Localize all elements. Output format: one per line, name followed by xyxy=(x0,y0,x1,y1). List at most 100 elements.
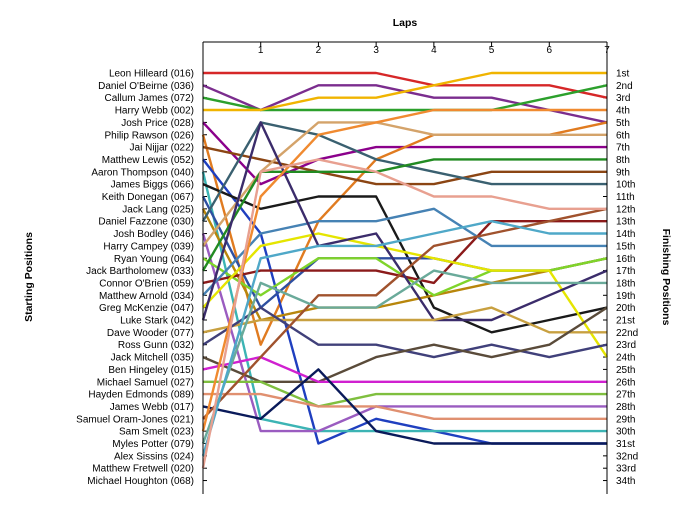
series-line xyxy=(201,171,607,433)
series-line xyxy=(202,306,607,334)
series-line xyxy=(202,207,608,420)
finishing-position-label: 9th xyxy=(616,167,630,178)
series-line xyxy=(202,368,607,445)
starting-position-label: Michael Houghton (068) xyxy=(87,476,194,487)
series-line xyxy=(202,121,607,186)
starting-position-label: Myles Potter (079) xyxy=(112,439,194,450)
finishing-position-label: 8th xyxy=(616,155,630,166)
finishing-position-label: 32nd xyxy=(616,451,638,462)
starting-position-label: James Biggs (066) xyxy=(111,180,194,191)
finishing-position-label: 21st xyxy=(616,316,635,327)
finishing-position-label: 6th xyxy=(616,130,630,141)
starting-position-label: Samuel Oram-Jones (021) xyxy=(76,414,194,425)
starting-position-label: Leon Hilleard (016) xyxy=(109,69,194,80)
starting-position-label: Jack Bartholomew (033) xyxy=(86,266,194,277)
finishing-position-label: 13th xyxy=(616,217,635,228)
starting-position-label: Matthew Arnold (034) xyxy=(99,291,194,302)
series-line xyxy=(201,108,607,432)
finishing-position-label: 19th xyxy=(616,291,635,302)
starting-position-label: Daniel O'Beirne (036) xyxy=(98,81,194,92)
lap-ticks: 1234567 xyxy=(258,42,610,56)
starting-position-label: Jack Mitchell (035) xyxy=(111,353,194,364)
series-line xyxy=(202,207,607,297)
finishing-position-label: 14th xyxy=(616,229,635,240)
starting-position-label: Greg McKenzie (047) xyxy=(99,303,194,314)
starting-position-label: Ryan Young (064) xyxy=(114,254,194,265)
finishing-position-label: 12th xyxy=(616,204,635,215)
finishing-position-label: 20th xyxy=(616,303,635,314)
starting-position-label: Matthew Fretwell (020) xyxy=(92,464,194,475)
finishing-position-label: 17th xyxy=(616,266,635,277)
finishing-position-label: 25th xyxy=(616,365,635,376)
starting-position-label: Ross Gunn (032) xyxy=(118,340,194,351)
finishing-position-label: 33rd xyxy=(616,464,636,475)
series-line xyxy=(201,208,608,322)
series-line xyxy=(202,121,607,247)
series-line xyxy=(201,158,607,272)
starting-position-label: Josh Price (028) xyxy=(121,118,194,129)
starting-position-labels: Leon Hilleard (016)Daniel O'Beirne (036)… xyxy=(76,69,207,487)
y2-axis-title: Finishing Positions xyxy=(660,229,672,326)
series-line xyxy=(202,84,608,112)
finishing-position-label: 24th xyxy=(616,353,635,364)
y-axis-title: Starting Positions xyxy=(23,232,35,322)
finishing-position-label: 29th xyxy=(616,414,635,425)
series-line xyxy=(202,306,608,383)
series-line xyxy=(202,355,607,383)
finishing-position-label: 4th xyxy=(616,106,630,117)
finishing-position-label: 5th xyxy=(616,118,630,129)
starting-position-label: Josh Bodley (046) xyxy=(113,229,194,240)
finishing-position-label: 7th xyxy=(616,143,630,154)
finishing-position-label: 2nd xyxy=(616,81,633,92)
finishing-position-label: 26th xyxy=(616,377,635,388)
x-axis-title: Laps xyxy=(393,17,418,29)
finishing-position-label: 30th xyxy=(616,427,635,438)
finishing-position-label: 11th xyxy=(616,192,635,203)
finishing-position-label: 23rd xyxy=(616,340,636,351)
series-line xyxy=(201,219,607,457)
finishing-position-label: 27th xyxy=(616,390,635,401)
starting-position-label: Michael Samuel (027) xyxy=(97,377,194,388)
finishing-position-label: 1st xyxy=(616,69,630,80)
x-tick-label: 6 xyxy=(547,45,553,56)
starting-position-label: Dave Wooder (077) xyxy=(107,328,194,339)
series-line xyxy=(201,158,607,469)
series-line xyxy=(201,121,608,322)
starting-position-label: Philip Rawson (026) xyxy=(105,130,195,141)
series-line xyxy=(201,269,607,444)
x-tick-label: 5 xyxy=(489,45,495,56)
finishing-position-label: 31st xyxy=(616,439,635,450)
finishing-position-label: 28th xyxy=(616,402,635,413)
x-tick-label: 1 xyxy=(258,45,264,56)
starting-position-label: Harry Campey (039) xyxy=(103,241,194,252)
finishing-position-label: 10th xyxy=(616,180,635,191)
series-line xyxy=(202,232,608,358)
starting-position-label: James Webb (017) xyxy=(110,402,194,413)
series-line xyxy=(203,380,607,408)
series-line xyxy=(203,392,607,420)
starting-position-label: Aaron Thompson (040) xyxy=(91,167,194,178)
finishing-position-label: 18th xyxy=(616,278,635,289)
finishing-position-label: 34th xyxy=(616,476,635,487)
series-lines xyxy=(201,71,608,469)
starting-position-label: Callum James (072) xyxy=(105,93,194,104)
finishing-position-label: 22nd xyxy=(616,328,638,339)
starting-position-label: Hayden Edmonds (089) xyxy=(88,390,194,401)
finishing-position-label: 15th xyxy=(616,241,635,252)
starting-position-label: Matthew Lewis (052) xyxy=(102,155,194,166)
starting-position-label: Daniel Fazzone (030) xyxy=(98,217,194,228)
starting-position-label: Ben Hingeley (015) xyxy=(108,365,194,376)
starting-position-label: Sam Smelt (023) xyxy=(119,427,194,438)
finishing-position-label: 16th xyxy=(616,254,635,265)
starting-position-label: Jai Nijjar (022) xyxy=(130,143,194,154)
starting-position-label: Luke Stark (042) xyxy=(120,316,194,327)
x-tick-label: 2 xyxy=(316,45,322,56)
finishing-position-label: 3rd xyxy=(616,93,630,104)
x-tick-label: 4 xyxy=(431,45,437,56)
starting-position-label: Alex Sissins (024) xyxy=(114,451,194,462)
series-line xyxy=(203,71,608,99)
x-tick-label: 3 xyxy=(373,45,379,56)
starting-position-label: Keith Donegan (067) xyxy=(102,192,194,203)
